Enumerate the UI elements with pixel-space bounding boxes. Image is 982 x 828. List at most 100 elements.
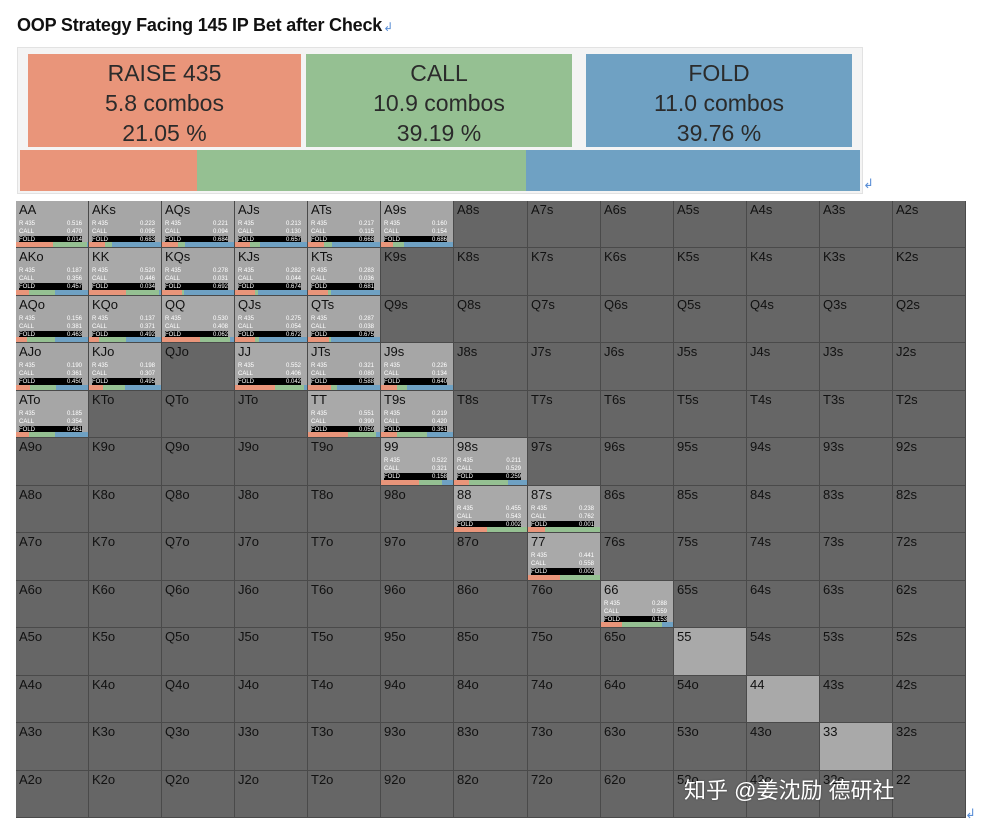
fold-frequency-row: FOLD 0.492 <box>92 331 155 339</box>
hand-cell-KQs: KQs R 435 0.278 CALL 0.031 FOLD 0.692 <box>162 248 235 296</box>
hand-label: 65s <box>677 582 698 597</box>
hand-action-bar <box>162 242 234 247</box>
hand-cell-Q7s: Q7s <box>528 296 601 343</box>
hand-label: 63o <box>604 724 626 739</box>
hand-cell-T9s: T9s R 435 0.219 CALL 0.420 FOLD 0.361 <box>381 391 454 438</box>
hand-cell-J9s: J9s R 435 0.226 CALL 0.134 FOLD 0.640 <box>381 343 454 391</box>
hand-cell-86s: 86s <box>601 486 674 533</box>
call-value: 0.044 <box>285 276 301 282</box>
hand-label: 64o <box>604 677 626 692</box>
hand-action-bar <box>89 337 161 342</box>
hand-cell-J5s: J5s <box>674 343 747 391</box>
call-label: CALL <box>457 466 473 472</box>
call-segment <box>103 385 126 390</box>
raise-segment <box>235 290 256 295</box>
raise-label: R 435 <box>19 316 36 322</box>
hand-action-bar <box>235 242 307 247</box>
hand-label: J3s <box>823 344 844 359</box>
hand-action-bar <box>308 290 380 295</box>
raise-label: R 435 <box>165 268 182 274</box>
hand-cell-82s: 82s <box>893 486 966 533</box>
hand-action-bar <box>89 290 161 295</box>
hand-label: Q9s <box>384 297 408 312</box>
raise-label: R 435 <box>311 363 328 369</box>
raise-segment <box>162 337 201 342</box>
call-value: 0.558 <box>578 561 594 567</box>
hand-label: Q6s <box>604 297 628 312</box>
hand-cell-T4o: T4o <box>308 676 381 723</box>
hand-label: T2s <box>896 392 918 407</box>
hand-label: Q2s <box>896 297 920 312</box>
hand-cell-62o: 62o <box>601 771 674 818</box>
hand-action-bar <box>16 385 88 390</box>
hand-label: 73o <box>531 724 553 739</box>
raise-label: R 435 <box>311 268 328 274</box>
raise-label: R 435 <box>238 221 255 227</box>
hand-cell-J7s: J7s <box>528 343 601 391</box>
fold-frequency-row: FOLD 0.657 <box>238 236 301 244</box>
hand-cell-98o: 98o <box>381 486 454 533</box>
hand-label: T9s <box>384 392 406 407</box>
fold-label: FOLD <box>92 237 109 243</box>
raise-frequency-row: R 435 0.160 <box>384 220 447 228</box>
hand-cell-T4s: T4s <box>747 391 820 438</box>
hand-cell-KTo: KTo <box>89 391 162 438</box>
fold-label: FOLD <box>384 427 401 433</box>
call-label: CALL <box>311 229 327 235</box>
fold-value: 0.059 <box>358 427 374 433</box>
hand-label: T4s <box>750 392 772 407</box>
raise-frequency-row: R 435 0.211 <box>457 457 521 465</box>
fold-frequency-row: FOLD 0.674 <box>238 283 301 291</box>
fold-frequency-row: FOLD 0.062 <box>165 331 228 339</box>
hand-cell-72s: 72s <box>893 533 966 581</box>
hand-cell-JTo: JTo <box>235 391 308 438</box>
hand-label: 62s <box>896 582 917 597</box>
hand-label: J4s <box>750 344 771 359</box>
hand-action-bar <box>308 242 380 247</box>
hand-cell-AJs: AJs R 435 0.213 CALL 0.130 FOLD 0.657 <box>235 201 308 248</box>
call-label: CALL <box>92 229 108 235</box>
raise-value: 0.198 <box>139 363 155 369</box>
hand-cell-99: 99 R 435 0.522 CALL 0.321 FOLD 0.158 <box>381 438 454 486</box>
call-segment <box>418 480 442 485</box>
hand-action-bar <box>308 337 380 342</box>
hand-label: Q7s <box>531 297 555 312</box>
hand-label: QQ <box>165 297 186 312</box>
hand-label: J7o <box>238 534 259 549</box>
hand-label: 96o <box>384 582 406 597</box>
hand-frequencies: R 435 0.190 CALL 0.361 FOLD 0.450 <box>19 362 82 386</box>
hand-cell-A8s: A8s <box>454 201 528 248</box>
call-frequency-row: CALL 0.529 <box>457 465 521 473</box>
fold-segment <box>55 385 88 390</box>
hand-label: A8s <box>457 202 480 217</box>
call-value: 0.115 <box>359 229 374 235</box>
hand-cell-QJs: QJs R 435 0.275 CALL 0.054 FOLD 0.672 <box>235 296 308 343</box>
raise-segment <box>16 385 30 390</box>
call-label: CALL <box>19 324 35 330</box>
hand-label: K2o <box>92 772 116 787</box>
hand-label: 97s <box>531 439 552 454</box>
fold-segment <box>258 337 307 342</box>
fold-label: FOLD <box>92 332 109 338</box>
fold-label: FOLD <box>311 379 328 385</box>
hand-label: 66 <box>604 582 619 597</box>
fold-value: 0.692 <box>212 284 228 290</box>
fold-value: 0.674 <box>285 284 301 290</box>
hand-cell-JJ: JJ R 435 0.552 CALL 0.406 FOLD 0.042 <box>235 343 308 391</box>
hand-frequencies: R 435 0.219 CALL 0.420 FOLD 0.361 <box>384 410 447 434</box>
hand-cell-32s: 32s <box>893 723 966 771</box>
hand-label: AKs <box>92 202 116 217</box>
hand-cell-QQ: QQ R 435 0.530 CALL 0.408 FOLD 0.062 <box>162 296 235 343</box>
fold-frequency-row: FOLD 0.683 <box>92 236 155 244</box>
raise-value: 0.287 <box>358 316 374 322</box>
hand-frequencies: R 435 0.516 CALL 0.470 FOLD 0.014 <box>19 220 82 244</box>
fold-value: 0.014 <box>66 237 82 243</box>
call-segment <box>487 527 527 532</box>
raise-label: R 435 <box>165 221 182 227</box>
fold-label: FOLD <box>165 284 182 290</box>
call-value: 0.036 <box>358 276 374 282</box>
fold-label: FOLD <box>19 379 36 385</box>
hand-cell-73s: 73s <box>820 533 893 581</box>
hand-cell-A4o: A4o <box>16 676 89 723</box>
fold-frequency-row: FOLD 0.461 <box>19 426 82 434</box>
